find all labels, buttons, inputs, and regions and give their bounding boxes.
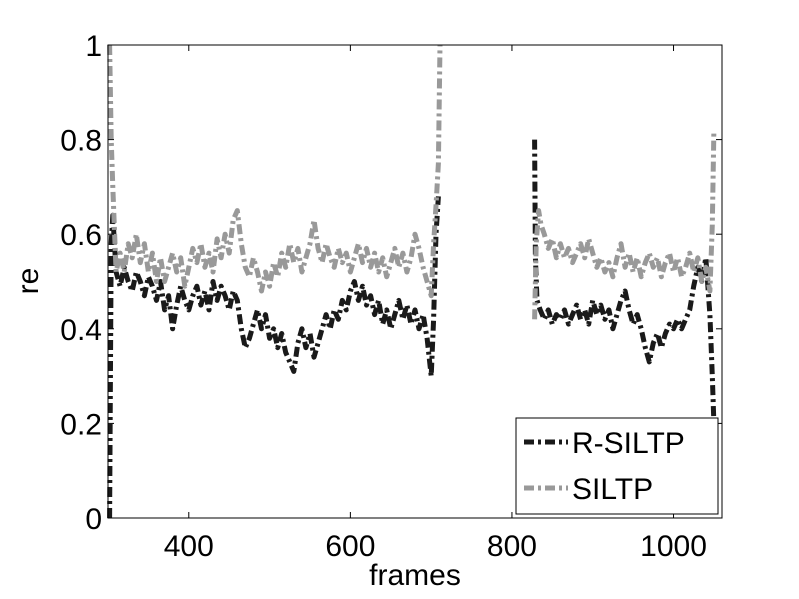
series-line-siltp-segment-2 <box>532 130 717 320</box>
y-tick-label: 0.4 <box>60 314 102 347</box>
y-tick-label: 0.6 <box>60 219 102 252</box>
y-tick-label: 0.2 <box>60 408 102 441</box>
legend: R-SILTP SILTP <box>515 417 719 515</box>
y-tick-label: 0.8 <box>60 125 102 158</box>
x-axis-label: frames <box>369 559 461 592</box>
tick-layer: 400 600 800 1000 0 0.2 0.4 0.6 0.8 1 <box>60 30 722 563</box>
x-tick-label: 1000 <box>640 530 707 563</box>
x-tick-label: 400 <box>164 530 214 563</box>
x-tick-label: 600 <box>325 530 375 563</box>
series-line-r-siltp-segment-2 <box>532 139 717 424</box>
series-layer <box>107 44 717 519</box>
y-axis-label: re <box>12 268 45 295</box>
plot-frame <box>107 44 723 519</box>
y-tick-label: 0 <box>85 503 102 536</box>
legend-label-siltp: SILTP <box>572 473 653 506</box>
x-tick-label: 800 <box>487 530 537 563</box>
y-tick-label: 1 <box>85 30 102 63</box>
legend-box <box>515 417 719 515</box>
series-line-siltp-segment-1 <box>107 44 443 299</box>
series-line-r-siltp-segment-1 <box>107 196 441 519</box>
legend-label-r-siltp: R-SILTP <box>572 427 685 460</box>
